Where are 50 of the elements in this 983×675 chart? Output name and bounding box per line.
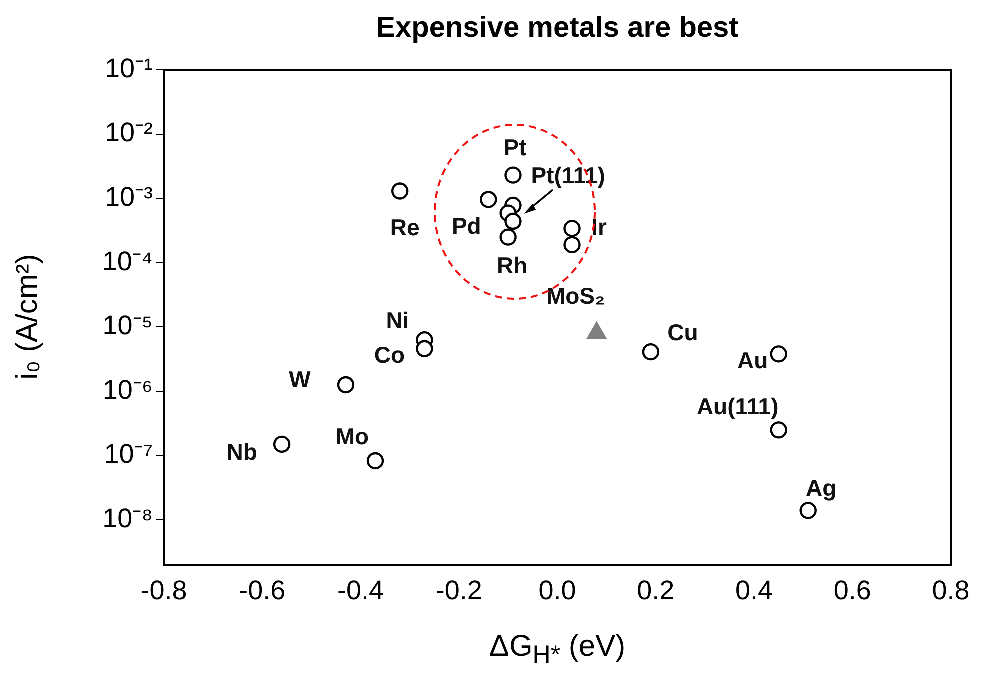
x-tick-label: -0.8 — [140, 576, 188, 606]
point — [800, 502, 817, 520]
y-axis-title: i₀ (A/cm²) — [11, 254, 45, 380]
annotation: Au — [738, 348, 768, 374]
annotation: Co — [374, 342, 406, 368]
annotation: Mo — [336, 423, 370, 450]
y-tick-label: 10⁻⁸ — [102, 504, 153, 534]
x-tick-label: -0.2 — [436, 576, 482, 606]
y-tick-label: 10⁻² — [104, 118, 153, 148]
point — [770, 422, 788, 439]
x-tick-label: 0.0 — [538, 576, 576, 606]
chart-title: Expensive metals are best — [375, 12, 740, 45]
y-tick-label: 10⁻⁷ — [104, 439, 153, 470]
annotation: Ni — [386, 307, 410, 334]
annotation: Pt(111) — [531, 162, 606, 189]
point — [564, 236, 581, 254]
annotation: Re — [390, 214, 420, 241]
y-tick-label: 10⁻⁴ — [102, 246, 153, 276]
annotation: Pt — [504, 134, 528, 161]
y-tick-label: 10⁻⁶ — [102, 374, 153, 405]
x-tick-label: 0.2 — [637, 576, 675, 606]
point — [504, 212, 522, 230]
annotation: W — [289, 366, 312, 392]
annotation: Nb — [226, 438, 258, 465]
point — [416, 340, 434, 358]
point — [273, 436, 291, 454]
point — [564, 220, 581, 238]
point — [770, 346, 788, 363]
point — [642, 343, 660, 361]
y-tick-label: 10⁻¹ — [104, 53, 153, 84]
point — [500, 228, 517, 246]
x-tick-label: 0.6 — [834, 576, 872, 606]
annotation: Cu — [668, 319, 698, 346]
x-tick-label: -0.4 — [337, 576, 384, 606]
annotation: Rh — [496, 252, 528, 279]
point — [337, 376, 355, 394]
y-tick-label: 10⁻³ — [104, 182, 153, 212]
x-tick-label: -0.6 — [239, 576, 286, 606]
x-tick-label: 0.4 — [735, 576, 774, 606]
annotation: Ag — [806, 475, 837, 502]
y-tick-label: 10⁻⁵ — [102, 310, 153, 341]
x-tick-label: 0.8 — [932, 576, 970, 606]
annotation: Pd — [452, 213, 482, 240]
point — [480, 191, 498, 208]
point — [392, 182, 409, 200]
x-axis-title: ΔG$_{H*}$ (eV) — [488, 630, 627, 670]
annotation: Au(111) — [696, 394, 779, 420]
point — [366, 452, 384, 470]
point — [504, 166, 522, 184]
annotation: MoS₂ — [546, 282, 606, 309]
